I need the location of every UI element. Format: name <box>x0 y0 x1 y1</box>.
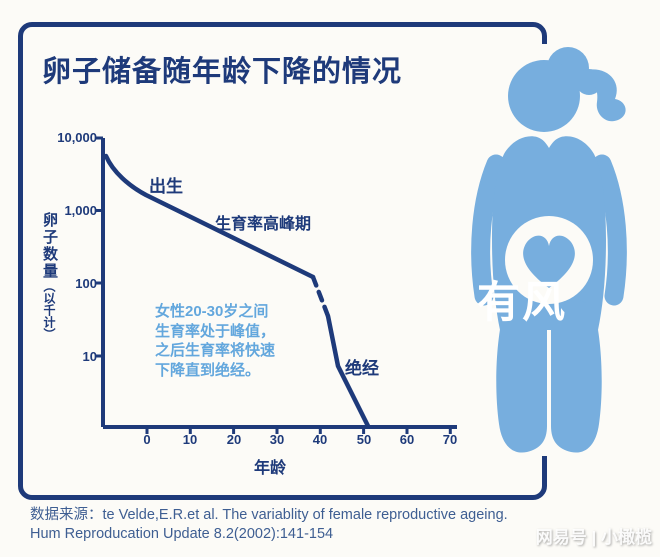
annotation-birth: 出生 <box>149 177 183 196</box>
head <box>508 60 580 132</box>
curve-solid-upper <box>103 153 316 280</box>
annotation-note: 女性20-30岁之间 生育率处于峰值， 之后生育率将快速 下降直到绝经。 <box>155 303 276 379</box>
right-leg <box>551 297 602 453</box>
y-tick-1000: 1,000 <box>64 203 97 218</box>
x-tick-70: 70 <box>442 432 458 447</box>
left-leg <box>496 297 547 453</box>
y-axis-label: 卵子数量（以千计） <box>39 212 60 340</box>
y-axis-label-main: 卵子数量 <box>41 212 58 280</box>
heart-icon <box>523 235 575 288</box>
x-tick-marks <box>145 427 452 434</box>
x-axis-label: 年龄 <box>253 460 286 477</box>
right-arm <box>592 154 627 306</box>
page-title: 卵子储备随年龄下降的情况 <box>42 56 403 88</box>
curve-dashed-segment <box>310 274 331 319</box>
curve-solid-lower <box>325 313 371 429</box>
x-tick-0: 0 <box>143 432 151 447</box>
y-tick-10000: 10,000 <box>57 130 97 145</box>
y-tick-100: 100 <box>75 276 97 291</box>
x-tick-50: 50 <box>356 432 372 447</box>
annotation-menopause: 绝经 <box>345 359 379 378</box>
watermark-publisher: 网易号 | 小橄榄 <box>535 528 652 547</box>
y-tick-marks <box>95 136 103 358</box>
x-tick-30: 30 <box>269 432 285 447</box>
x-tick-40: 40 <box>312 432 328 447</box>
pregnant-woman-icon <box>471 44 652 456</box>
x-tick-20: 20 <box>226 432 242 447</box>
x-tick-60: 60 <box>399 432 415 447</box>
y-tick-10: 10 <box>82 349 97 364</box>
ponytail <box>586 69 626 122</box>
source-citation: 数据来源：te Velde,E.R.et al. The variablity … <box>30 507 508 542</box>
watermark-center: 有风 <box>477 279 567 327</box>
y-axis-label-sub: （以千计） <box>42 280 56 340</box>
x-tick-10: 10 <box>182 432 198 447</box>
line-chart <box>95 136 457 434</box>
annotation-peak-fertility: 生育率高峰期 <box>215 216 312 233</box>
left-arm <box>471 154 506 306</box>
